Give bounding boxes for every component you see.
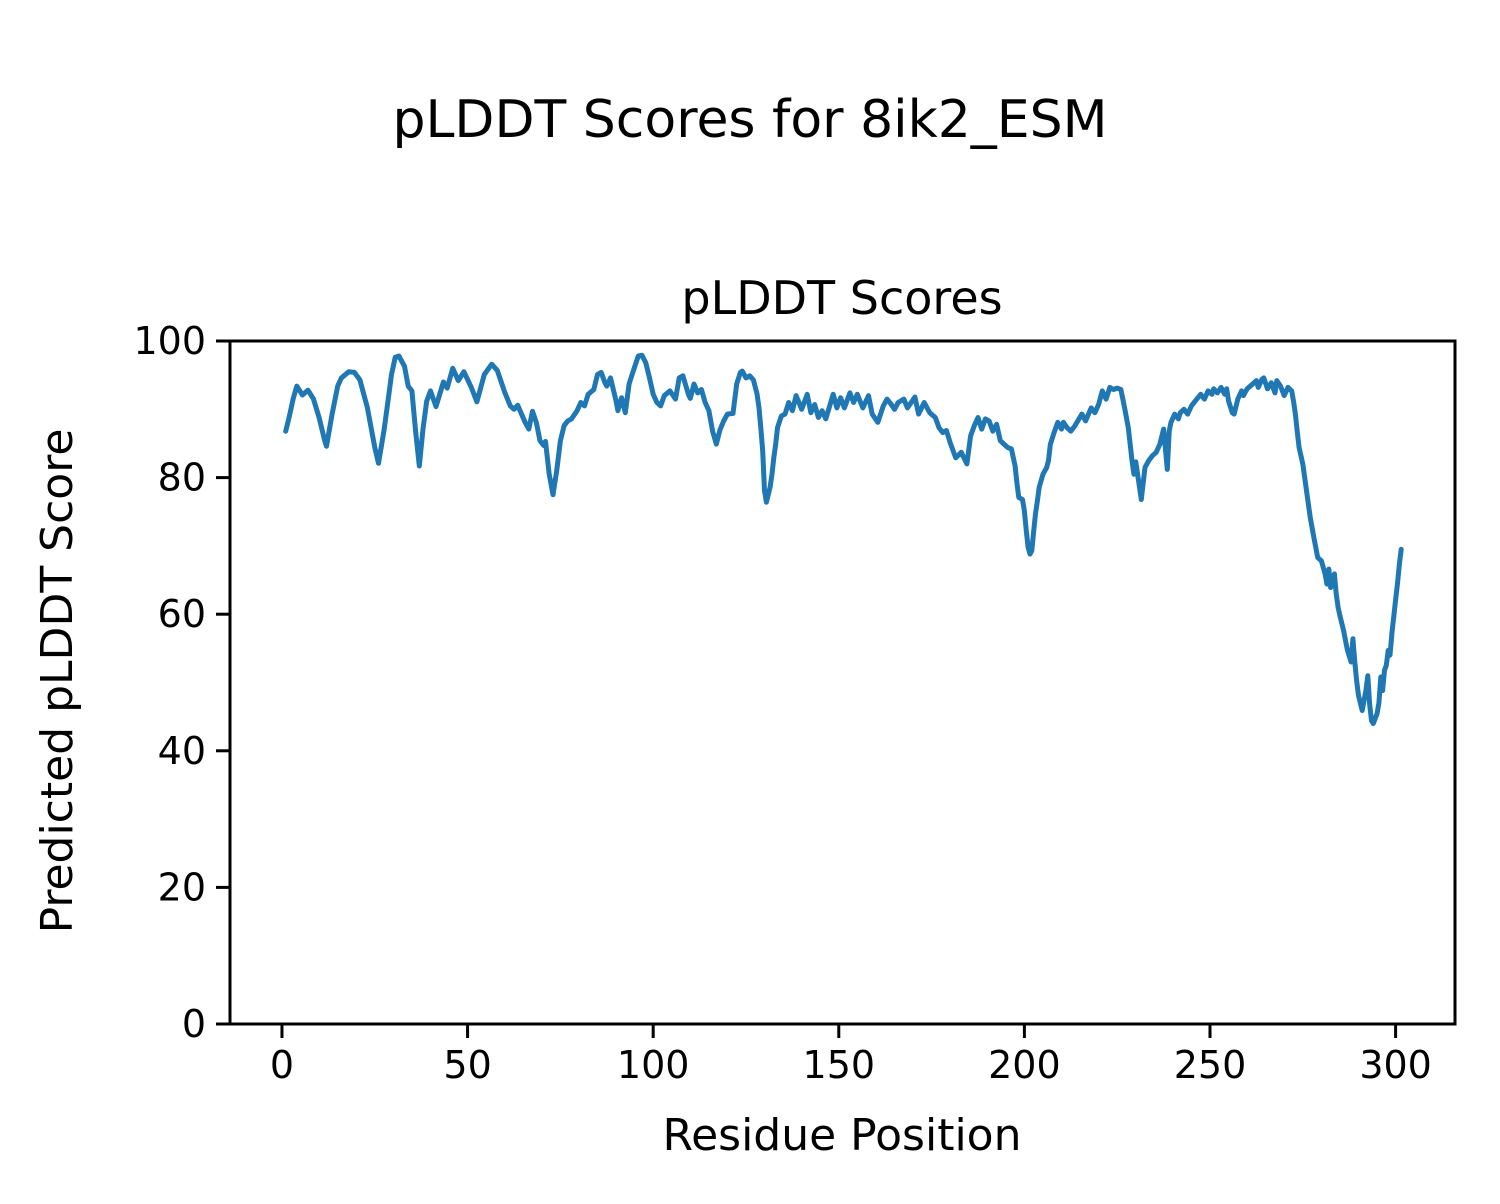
- y-tick-label: 0: [182, 1002, 206, 1046]
- x-tick-label: 150: [803, 1043, 876, 1087]
- y-tick-label: 60: [158, 592, 206, 636]
- y-axis-ticks: 0 20 40 60 80 100: [133, 319, 230, 1046]
- y-tick-label: 40: [158, 729, 206, 773]
- plot-area: [228, 339, 1457, 1026]
- x-tick-label: 50: [443, 1043, 491, 1087]
- figure-suptitle: pLDDT Scores for 8ik2_ESM: [392, 90, 1107, 150]
- x-axis-ticks: 0 50 100 150 200 250 300: [270, 1024, 1432, 1087]
- x-axis-label: Residue Position: [662, 1110, 1021, 1161]
- x-tick-label: 200: [988, 1043, 1061, 1087]
- y-tick-label: 20: [158, 865, 206, 909]
- y-tick-label: 100: [133, 319, 206, 363]
- plddt-line: [283, 352, 1404, 726]
- axes-title: pLDDT Scores: [681, 271, 1002, 325]
- y-axis-label: Predicted pLDDT Score: [32, 429, 83, 934]
- x-tick-label: 0: [270, 1043, 294, 1087]
- x-tick-label: 100: [617, 1043, 690, 1087]
- y-tick-label: 80: [158, 456, 206, 500]
- x-tick-label: 250: [1174, 1043, 1247, 1087]
- x-tick-label: 300: [1359, 1043, 1432, 1087]
